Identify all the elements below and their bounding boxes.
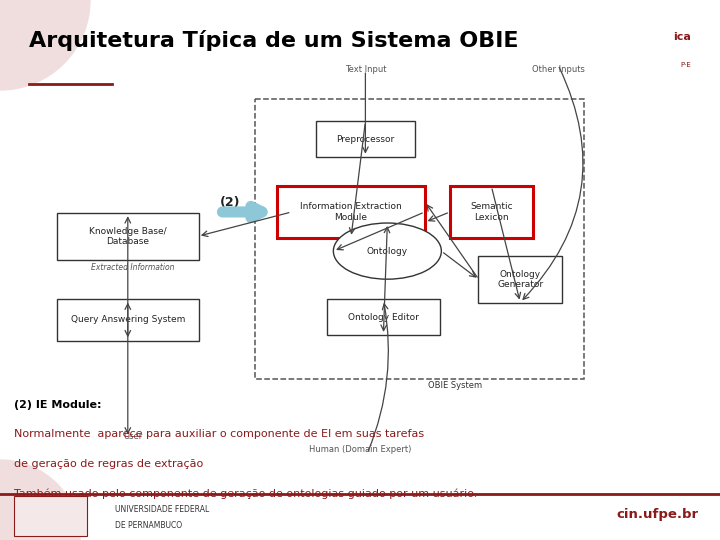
Text: ica: ica (673, 32, 691, 43)
Text: Text Input: Text Input (345, 65, 387, 74)
Ellipse shape (333, 223, 441, 279)
Text: de geração de regras de extração: de geração de regras de extração (14, 459, 204, 469)
Text: (2): (2) (220, 196, 240, 209)
Text: Normalmente  aparece para auxiliar o componente de EI em suas tarefas: Normalmente aparece para auxiliar o comp… (14, 429, 425, 440)
Text: Preprocessor: Preprocessor (336, 134, 395, 144)
FancyBboxPatch shape (327, 299, 440, 335)
Circle shape (0, 460, 80, 540)
Text: Information Extraction
Module: Information Extraction Module (300, 202, 402, 221)
Text: (2) IE Module:: (2) IE Module: (14, 400, 102, 410)
FancyBboxPatch shape (449, 186, 534, 238)
Text: User: User (124, 432, 143, 441)
Text: Arquitetura Típica de um Sistema OBIE: Arquitetura Típica de um Sistema OBIE (29, 30, 518, 51)
FancyBboxPatch shape (57, 299, 199, 341)
Circle shape (0, 0, 90, 90)
Text: Other Inputs: Other Inputs (531, 65, 585, 74)
Text: OBIE System: OBIE System (428, 381, 482, 390)
Text: UNIVERSIDADE FEDERAL: UNIVERSIDADE FEDERAL (115, 505, 210, 514)
FancyBboxPatch shape (14, 496, 87, 536)
FancyBboxPatch shape (478, 256, 562, 303)
Text: Human (Domain Expert): Human (Domain Expert) (309, 446, 411, 455)
Text: P·E: P·E (680, 62, 691, 68)
Text: Extracted Information: Extracted Information (91, 263, 175, 272)
FancyBboxPatch shape (316, 121, 415, 157)
Text: Ontology
Generator: Ontology Generator (497, 270, 544, 289)
FancyBboxPatch shape (57, 213, 199, 260)
Text: Knowledge Base/
Database: Knowledge Base/ Database (89, 227, 166, 246)
Text: Ontology: Ontology (366, 247, 408, 255)
Text: Ontology Editor: Ontology Editor (348, 313, 419, 322)
Text: Semantic
Lexicon: Semantic Lexicon (470, 202, 513, 221)
Text: Query Answering System: Query Answering System (71, 315, 185, 325)
Text: cin.ufpe.br: cin.ufpe.br (616, 508, 698, 521)
Text: DE PERNAMBUCO: DE PERNAMBUCO (115, 521, 182, 530)
FancyBboxPatch shape (276, 186, 426, 238)
Text: Também usado pelo componente de geração de ontologias guiado por um usuário.: Também usado pelo componente de geração … (14, 489, 478, 499)
